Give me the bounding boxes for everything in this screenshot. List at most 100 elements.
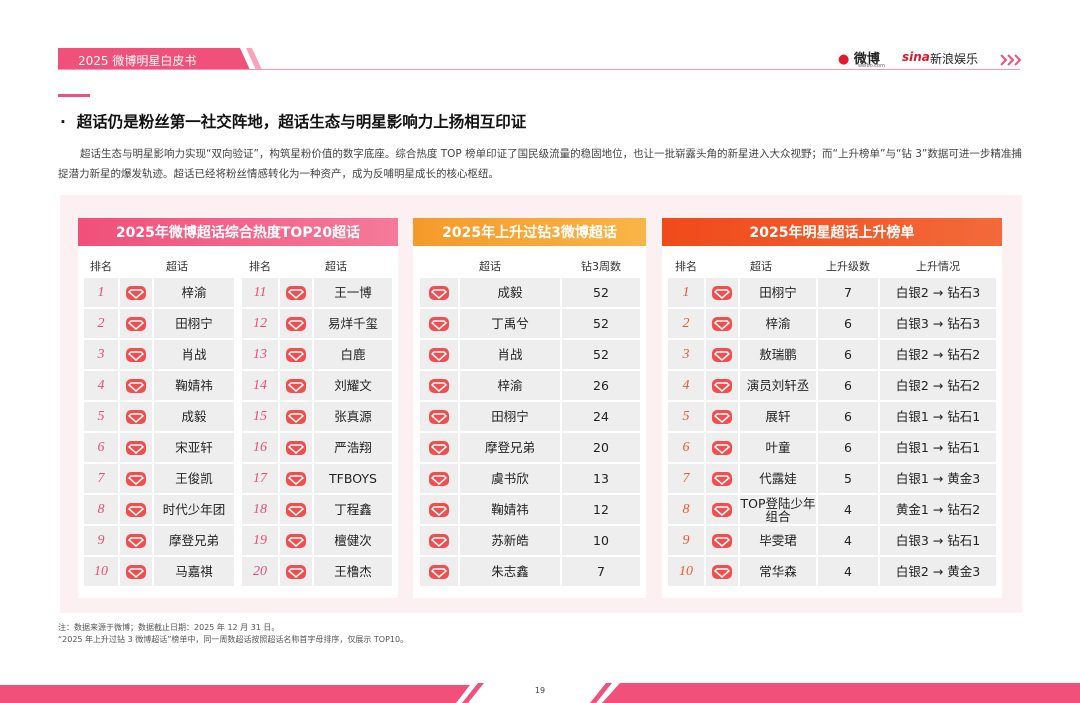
icon-cell	[420, 526, 458, 555]
text-cell: 敖瑞鹏	[740, 340, 816, 369]
rank-cell: 1	[84, 278, 118, 307]
gem-icon	[126, 285, 146, 300]
text-cell: 王俊凯	[154, 464, 234, 493]
icon-cell	[120, 526, 152, 555]
table-row: 7 代露娃 5 白银1 → 黄金3	[668, 464, 996, 493]
column-header: 排名	[90, 260, 112, 273]
icon-cell	[706, 433, 738, 462]
gem-icon	[429, 316, 449, 331]
header-line	[58, 69, 1020, 70]
text-cell: 叶童	[740, 433, 816, 462]
gem-icon	[712, 378, 732, 393]
table-row: 苏新皓 10	[420, 526, 640, 555]
heading: · 超话仍是粉丝第一社交阵地，超话生态与明星影响力上扬相互印证	[60, 113, 527, 131]
table-row: 成毅 52	[420, 278, 640, 307]
text-cell: 4	[818, 557, 878, 586]
table-row: 摩登兄弟 20	[420, 433, 640, 462]
icon-cell	[706, 340, 738, 369]
table-row: 10 马嘉祺 20 王橹杰	[84, 557, 392, 586]
text-cell: 梓渝	[460, 371, 560, 400]
text-cell: 白银2 → 钻石3	[880, 278, 996, 307]
gem-icon	[286, 440, 306, 455]
text-cell: 张真源	[314, 402, 392, 431]
table-title: 2025年明星超话上升榜单	[662, 218, 1002, 246]
table-title: 2025年微博超话综合热度TOP20超话	[78, 218, 398, 246]
table-row: 8 TOP登陆少年组合 4 黄金1 → 钻石2	[668, 495, 996, 524]
icon-cell	[120, 278, 152, 307]
icon-cell	[706, 402, 738, 431]
gem-icon	[286, 564, 306, 579]
text-cell: 肖战	[154, 340, 234, 369]
icon-cell	[706, 309, 738, 338]
icon-cell	[420, 371, 458, 400]
notes: 注：数据来源于微博；数据截止日期：2025 年 12 月 31 日。 “2025 …	[58, 622, 408, 646]
text-cell: 黄金1 → 钻石2	[880, 495, 996, 524]
rank-cell: 14	[242, 371, 278, 400]
text-cell: 52	[562, 278, 640, 307]
text-cell: 易烊千玺	[314, 309, 392, 338]
spacer	[236, 309, 240, 338]
text-cell: 虞书欣	[460, 464, 560, 493]
table-row: 9 摩登兄弟 19 檀健次	[84, 526, 392, 555]
icon-cell	[280, 278, 312, 307]
text-cell: 宋亚轩	[154, 433, 234, 462]
gem-icon	[126, 564, 146, 579]
text-cell: 梓渝	[740, 309, 816, 338]
icon-cell	[120, 464, 152, 493]
table-row: 鞠婧祎 12	[420, 495, 640, 524]
rank-cell: 3	[668, 340, 704, 369]
table-row: 4 演员刘轩丞 6 白银2 → 钻石2	[668, 371, 996, 400]
gem-icon	[126, 440, 146, 455]
rank-cell: 7	[668, 464, 704, 493]
text-cell: 成毅	[460, 278, 560, 307]
text-cell: 白银3 → 钻石1	[880, 526, 996, 555]
table-row: 2 田栩宁 12 易烊千玺	[84, 309, 392, 338]
gem-icon	[712, 316, 732, 331]
text-cell: 成毅	[154, 402, 234, 431]
text-cell: 演员刘轩丞	[740, 371, 816, 400]
gem-icon	[429, 564, 449, 579]
gem-icon	[429, 533, 449, 548]
rank-cell: 2	[84, 309, 118, 338]
gem-icon	[126, 533, 146, 548]
text-cell: 严浩翔	[314, 433, 392, 462]
text-cell: TFBOYS	[314, 464, 392, 493]
text-cell: 丁禹兮	[460, 309, 560, 338]
text-cell: 20	[562, 433, 640, 462]
column-header: 排名	[675, 260, 697, 273]
icon-cell	[120, 371, 152, 400]
rank-cell: 5	[668, 402, 704, 431]
column-header: 超话	[325, 260, 347, 273]
rank-cell: 10	[668, 557, 704, 586]
rank-cell: 16	[242, 433, 278, 462]
icon-cell	[280, 526, 312, 555]
gem-icon	[286, 347, 306, 362]
table-header: 超话 钻3周数	[420, 258, 640, 274]
icon-cell	[420, 433, 458, 462]
text-cell: 6	[818, 309, 878, 338]
text-cell: 梓渝	[154, 278, 234, 307]
gem-icon	[126, 316, 146, 331]
text-cell: 7	[562, 557, 640, 586]
text-cell: TOP登陆少年组合	[740, 495, 816, 524]
text-cell: 田栩宁	[740, 278, 816, 307]
text-cell: 10	[562, 526, 640, 555]
text-cell: 田栩宁	[460, 402, 560, 431]
gem-icon	[126, 409, 146, 424]
table-row: 1 梓渝 11 王一博	[84, 278, 392, 307]
text-cell: 6	[818, 371, 878, 400]
gem-icon	[429, 285, 449, 300]
rank-cell: 1	[668, 278, 704, 307]
gem-icon	[712, 409, 732, 424]
rank-cell: 6	[668, 433, 704, 462]
rank-cell: 10	[84, 557, 118, 586]
rank-cell: 5	[84, 402, 118, 431]
heading-accent	[58, 94, 90, 97]
text-cell: 白银1 → 黄金3	[880, 464, 996, 493]
text-cell: 52	[562, 340, 640, 369]
column-header: 排名	[249, 260, 271, 273]
text-cell: 12	[562, 495, 640, 524]
gem-icon	[126, 471, 146, 486]
text-cell: 毕雯珺	[740, 526, 816, 555]
icon-cell	[280, 402, 312, 431]
